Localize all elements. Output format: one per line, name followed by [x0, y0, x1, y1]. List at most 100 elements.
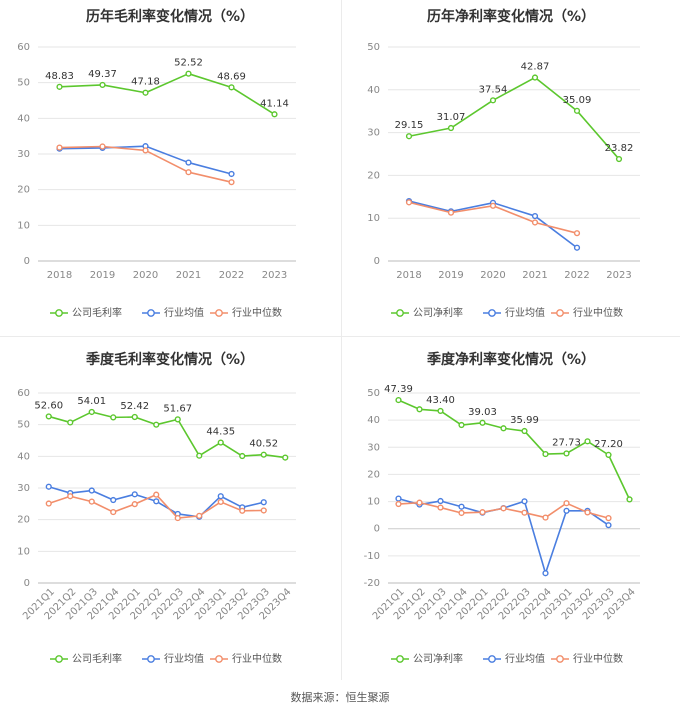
chart-3-point-company: [542, 450, 549, 458]
chart-1-y-tick-label: 0: [374, 256, 380, 267]
chart-0-legend-label-company: 公司毛利率: [72, 306, 122, 319]
chart-3-y-tick-label: 20: [367, 469, 380, 480]
chart-2-point-median: [174, 514, 181, 522]
chart-3-point-avg: [395, 495, 402, 502]
chart-2-point-avg: [217, 493, 224, 500]
chart-3-data-label: 39.03: [468, 407, 497, 418]
chart-3-point-avg: [563, 507, 570, 514]
chart-2-y-tick-label: 10: [17, 546, 30, 557]
chart-0-point-company: [56, 83, 63, 90]
chart-1-x-tick-label: 2022: [564, 270, 589, 281]
chart-1-legend-label-median: 行业中位数: [573, 306, 623, 319]
chart-3-point-median: [521, 509, 528, 516]
chart-3-point-company: [626, 496, 633, 503]
chart-2-point-company: [282, 454, 289, 461]
chart-3-point-avg: [521, 498, 528, 505]
chart-1-y-tick-label: 40: [367, 85, 380, 96]
chart-3-point-median: [479, 509, 486, 516]
chart-2-point-avg: [45, 483, 52, 490]
chart-2-point-median: [260, 507, 267, 514]
chart-2-data-label: 54.01: [77, 396, 106, 407]
chart-1-legend-marker-avg: [488, 309, 496, 317]
chart-3-point-company: [605, 451, 612, 458]
chart-2-y-tick-label: 20: [17, 515, 30, 526]
chart-0-legend-marker-median: [215, 309, 223, 317]
chart-0-data-label: 47.18: [131, 77, 160, 88]
divider-vertical: [341, 0, 342, 680]
chart-0-point-avg: [228, 170, 235, 178]
chart-0-point-median: [56, 144, 63, 151]
chart-0-series-line-company: [59, 72, 275, 115]
chart-1-legend-label-company: 公司净利率: [413, 306, 463, 319]
chart-0-legend-marker-company: [55, 309, 63, 317]
chart-3-point-company: [563, 450, 570, 457]
chart-3-data-label: 27.20: [594, 439, 623, 450]
chart-1-point-median: [447, 209, 455, 216]
chart-2-legend-marker-avg: [147, 655, 155, 663]
chart-0-y-tick-label: 50: [17, 78, 30, 89]
chart-3-legend-marker-median: [556, 655, 564, 663]
chart-2-series-line-company: [48, 411, 286, 459]
chart-3-point-median: [563, 500, 570, 507]
chart-2-data-label: 40.52: [249, 439, 278, 450]
chart-1-y-tick-label: 10: [367, 213, 380, 224]
chart-1-point-median: [531, 219, 539, 226]
chart-1-point-avg: [573, 244, 581, 251]
chart-0-point-median: [185, 169, 192, 176]
chart-3-point-company: [395, 396, 402, 404]
chart-3-point-median: [584, 509, 591, 516]
chart-1-point-company: [573, 107, 581, 114]
chart-2-point-median: [45, 500, 52, 507]
chart-1-data-label: 23.82: [605, 143, 634, 154]
chart-3-data-label: 43.40: [426, 395, 455, 406]
chart-0-data-label: 41.14: [260, 98, 289, 109]
chart-2-data-label: 52.42: [120, 401, 149, 412]
chart-1-data-label: 31.07: [437, 112, 466, 123]
chart-2-point-median: [67, 493, 74, 500]
chart-3-data-label: 47.39: [384, 384, 413, 395]
chart-2-point-company: [45, 413, 52, 420]
chart-2-series-line-median: [48, 493, 264, 519]
chart-3-point-company: [500, 425, 507, 432]
chart-3-legend-marker-avg: [488, 655, 496, 663]
chart-1-title: 历年净利率变化情况（%）: [427, 8, 595, 25]
chart-3-series-line-company: [398, 399, 631, 500]
divider-horizontal: [0, 336, 680, 337]
chart-1-point-company: [447, 124, 455, 132]
chart-2-point-median: [217, 498, 224, 506]
chart-3-point-median: [437, 504, 444, 511]
chart-1-legend-marker-company: [396, 309, 404, 317]
chart-2-y-tick-label: 0: [24, 578, 30, 589]
chart-0-point-company: [271, 111, 278, 118]
data-source-note: 数据来源：恒生聚源: [290, 691, 390, 704]
chart-1-point-median: [573, 230, 581, 237]
chart-3-point-company: [458, 421, 465, 429]
chart-2-point-company: [110, 414, 117, 421]
chart-0-point-company: [142, 89, 149, 96]
chart-0-legend-label-median: 行业中位数: [232, 306, 282, 319]
chart-0-y-tick-label: 60: [17, 42, 30, 53]
chart-1-point-median: [405, 199, 413, 206]
chart-3-point-median: [458, 509, 465, 517]
chart-2-point-company: [217, 439, 224, 446]
chart-2-point-company: [153, 421, 160, 428]
chart-3-point-company: [437, 407, 444, 415]
chart-0-y-tick-label: 20: [17, 185, 30, 196]
chart-2-y-tick-label: 50: [17, 420, 30, 431]
chart-3-data-label: 35.99: [510, 415, 539, 426]
chart-0-data-label: 48.83: [45, 71, 74, 82]
chart-3-y-tick-label: -10: [364, 551, 380, 562]
chart-2-data-label: 44.35: [206, 427, 235, 438]
chart-1-data-label: 29.15: [395, 120, 424, 131]
chart-1-legend-label-avg: 行业均值: [505, 306, 545, 319]
chart-3-point-company: [416, 406, 423, 413]
chart-2-legend-marker-median: [215, 655, 223, 663]
chart-2-y-tick-label: 30: [17, 483, 30, 494]
chart-2-legend-marker-company: [55, 655, 63, 663]
chart-2-point-median: [110, 508, 117, 516]
chart-2-point-avg: [88, 487, 95, 494]
chart-1-legend-marker-median: [556, 309, 564, 317]
chart-3-legend-marker-company: [396, 655, 404, 663]
chart-1-point-company: [531, 74, 539, 81]
